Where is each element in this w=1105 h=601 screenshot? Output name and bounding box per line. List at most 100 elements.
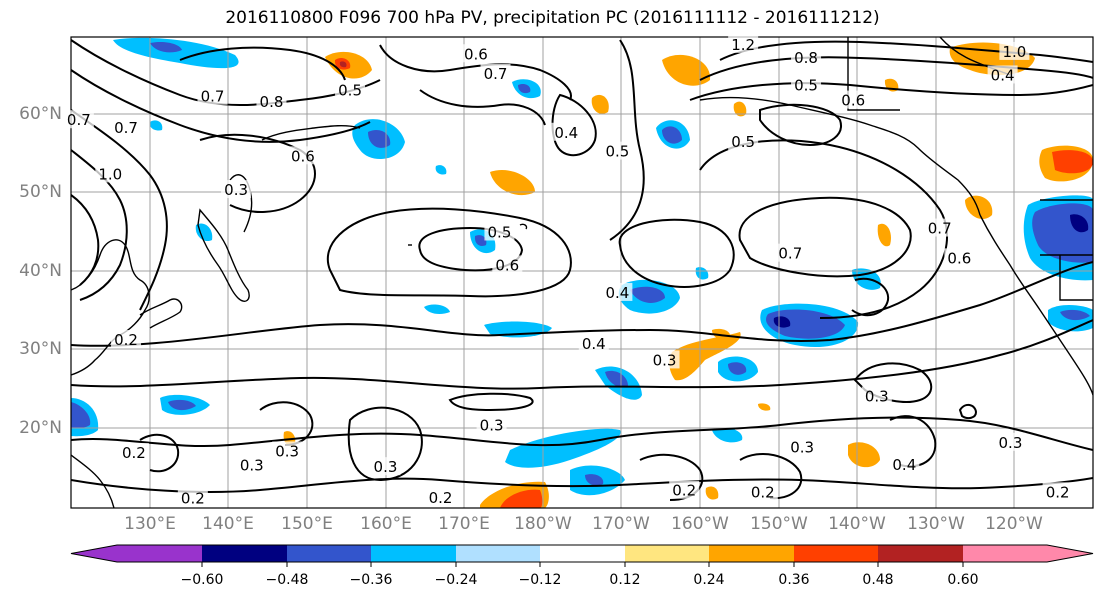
contour-label-background bbox=[728, 34, 759, 53]
precip-patch bbox=[758, 403, 771, 411]
precip-patch bbox=[113, 37, 239, 69]
precip-patch bbox=[877, 223, 891, 247]
lon-label-150e: 150°E bbox=[281, 514, 333, 534]
contour-label-background bbox=[889, 454, 920, 473]
precip-patch bbox=[662, 54, 711, 86]
colorbar-tick-label: 0.48 bbox=[862, 572, 894, 588]
precip-patch bbox=[195, 223, 213, 242]
contour-label-background bbox=[111, 330, 142, 349]
precip-patch bbox=[669, 332, 741, 381]
contour-label-background bbox=[272, 441, 303, 460]
precip-patch bbox=[630, 286, 665, 303]
contour-label-background bbox=[460, 44, 491, 63]
colorbar-segment bbox=[540, 545, 625, 562]
precip-patch bbox=[773, 316, 791, 328]
colorbar-segment bbox=[963, 545, 1047, 562]
precip-patch bbox=[435, 165, 447, 175]
colorbar-segment bbox=[709, 545, 794, 562]
contour-label: 0.5 bbox=[338, 81, 362, 99]
precip-patch bbox=[605, 370, 628, 388]
contour-label-background bbox=[669, 480, 700, 499]
contour-label-background bbox=[861, 386, 892, 405]
contour-label-background bbox=[492, 255, 523, 274]
colorbar-segment bbox=[625, 545, 709, 562]
precip-patch bbox=[765, 309, 845, 339]
colorbar-segment bbox=[117, 545, 202, 562]
contour-label: 0.3 bbox=[224, 181, 248, 199]
contour-label: 0.7 bbox=[928, 220, 952, 238]
precip-patch bbox=[490, 170, 535, 196]
lat-label-40n: 40°N bbox=[19, 261, 62, 281]
contour-label-background bbox=[480, 63, 511, 82]
contour-label-background bbox=[787, 437, 818, 456]
contour-label: 0.5 bbox=[731, 133, 755, 151]
precipitation-shading bbox=[71, 37, 1093, 508]
precip-patch bbox=[1070, 214, 1089, 233]
precip-patch bbox=[585, 474, 604, 486]
contour-label: 1.0 bbox=[98, 165, 122, 183]
contour-label: 0.7 bbox=[67, 111, 91, 129]
contour-label: 0.2 bbox=[122, 444, 146, 462]
contour-label: 0.7 bbox=[778, 245, 802, 263]
contour-label: 0.7 bbox=[114, 119, 138, 137]
precip-patch bbox=[168, 399, 196, 411]
precip-patch bbox=[150, 41, 182, 53]
lon-label-170e: 170°E bbox=[438, 514, 490, 534]
contour-label: 0.8 bbox=[260, 93, 284, 111]
precip-patch bbox=[339, 61, 347, 68]
contour-label: 0.2 bbox=[181, 490, 205, 508]
contour-label-background bbox=[999, 41, 1030, 60]
contour-label-background bbox=[602, 141, 633, 160]
contour-label: 0.3 bbox=[240, 457, 264, 475]
contour-label-background bbox=[944, 248, 975, 267]
precip-patch bbox=[71, 402, 91, 429]
contour-label: 0.6 bbox=[495, 256, 519, 274]
lon-label-180w: 180°W bbox=[514, 514, 572, 534]
contour-label-background bbox=[747, 482, 778, 501]
colorbar bbox=[70, 544, 1094, 567]
precip-patch bbox=[965, 195, 993, 220]
contour-label-background bbox=[838, 90, 869, 109]
contour-label-background bbox=[924, 218, 955, 237]
colorbar-tick-label: −0.12 bbox=[518, 572, 562, 588]
contour-label-background bbox=[118, 443, 149, 462]
lon-label-150w: 150°W bbox=[750, 514, 808, 534]
colorbar-segment bbox=[456, 545, 540, 562]
precip-patch bbox=[518, 83, 531, 94]
contour-label-background bbox=[425, 487, 456, 506]
contour-label-background bbox=[791, 75, 822, 94]
contour-label: 0.4 bbox=[892, 456, 916, 474]
contour-label-background bbox=[775, 243, 806, 262]
lon-label-130w: 130°W bbox=[907, 514, 965, 534]
contour-label: 0.8 bbox=[794, 49, 818, 67]
contour-label-background bbox=[63, 110, 94, 129]
lat-label-60n: 60°N bbox=[19, 104, 62, 124]
lon-label-120w: 120°W bbox=[985, 514, 1043, 534]
colorbar-segment bbox=[794, 545, 878, 562]
contour-label-background bbox=[177, 488, 208, 507]
contour-label: 0.2 bbox=[751, 483, 775, 501]
precip-patch bbox=[733, 101, 747, 117]
contour-label-background bbox=[236, 455, 267, 474]
contour-label-background bbox=[995, 432, 1026, 451]
contour-label: 0.6 bbox=[947, 249, 971, 267]
lon-label-140e: 140°E bbox=[202, 514, 254, 534]
contour-label-background bbox=[484, 222, 515, 241]
contour-label: 0.4 bbox=[605, 284, 629, 302]
contour-label: 0.4 bbox=[582, 335, 606, 353]
contour-label-background bbox=[1042, 482, 1073, 501]
precip-patch bbox=[1060, 309, 1090, 321]
lat-label-50n: 50°N bbox=[19, 182, 62, 202]
colorbar-tick-label: 0.60 bbox=[947, 572, 979, 588]
contour-label: 0.5 bbox=[605, 143, 629, 161]
precip-patch bbox=[368, 129, 391, 148]
contour-label: 0.5 bbox=[794, 77, 818, 95]
colorbar-tick-label: 0.24 bbox=[693, 572, 725, 588]
precip-patch bbox=[728, 362, 747, 375]
contour-label-background bbox=[649, 350, 680, 369]
contour-label-background bbox=[987, 65, 1018, 84]
colorbar-tick-label: −0.24 bbox=[434, 572, 478, 588]
contour-label-background bbox=[95, 164, 126, 183]
